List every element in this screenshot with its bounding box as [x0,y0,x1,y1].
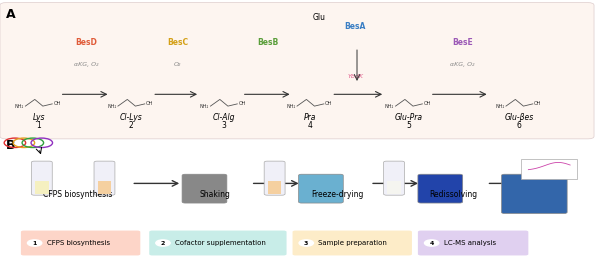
Bar [387,181,401,194]
Text: Sample preparation: Sample preparation [318,240,387,246]
FancyBboxPatch shape [182,174,227,203]
FancyBboxPatch shape [94,161,115,195]
Text: BesC: BesC [167,38,189,47]
Text: B: B [6,139,16,152]
Text: Redissolving: Redissolving [430,190,478,199]
Text: Pra: Pra [304,113,316,122]
Text: NH₂: NH₂ [496,103,504,109]
Text: YbdK: YbdK [347,74,363,79]
Text: 3: 3 [304,241,309,245]
Bar [267,181,282,194]
Text: BesD: BesD [76,38,97,47]
Text: NH₂: NH₂ [385,103,394,109]
Text: O₂: O₂ [174,62,181,67]
Text: CFPS biosynthesis: CFPS biosynthesis [47,240,110,246]
Text: BesA: BesA [344,23,366,31]
Text: 4: 4 [308,121,313,130]
Text: Glu-βes: Glu-βes [505,113,534,122]
Bar [97,181,111,194]
Circle shape [156,240,170,246]
Text: Cl-Alg: Cl-Alg [213,113,235,122]
Text: NH₂: NH₂ [107,103,116,109]
FancyBboxPatch shape [264,161,285,195]
Text: 5: 5 [407,121,411,130]
FancyBboxPatch shape [501,174,567,214]
Bar [35,181,49,194]
Text: αKG, O₂: αKG, O₂ [74,62,99,67]
Text: OH: OH [325,101,333,106]
Text: LC-MS analysis: LC-MS analysis [444,240,496,246]
FancyBboxPatch shape [418,231,528,255]
Text: 2: 2 [129,121,134,130]
Text: 6: 6 [517,121,522,130]
Text: NH₂: NH₂ [200,103,209,109]
Text: Cofactor supplementation: Cofactor supplementation [175,240,266,246]
Text: 1: 1 [32,241,37,245]
FancyBboxPatch shape [521,159,577,179]
Text: αKG, O₂: αKG, O₂ [450,62,475,67]
Text: BesB: BesB [257,38,278,47]
FancyBboxPatch shape [293,231,412,255]
Circle shape [27,240,42,246]
Text: 1: 1 [36,121,41,130]
Text: OH: OH [239,101,246,106]
FancyBboxPatch shape [384,161,405,195]
Text: OH: OH [424,101,431,106]
Text: Glu: Glu [313,13,326,22]
Text: Glu-Pra: Glu-Pra [395,113,423,122]
Text: Freeze-drying: Freeze-drying [311,190,364,199]
Text: 4: 4 [429,241,434,245]
Text: Cl-Lys: Cl-Lys [120,113,143,122]
FancyBboxPatch shape [21,231,140,255]
Text: A: A [6,8,16,21]
Text: Shaking: Shaking [199,190,230,199]
FancyBboxPatch shape [149,231,287,255]
Text: Lys: Lys [33,113,45,122]
Text: 3: 3 [221,121,226,130]
FancyBboxPatch shape [298,174,343,203]
FancyBboxPatch shape [0,3,594,139]
Text: NH₂: NH₂ [15,103,24,109]
FancyBboxPatch shape [32,161,53,195]
Text: OH: OH [54,101,61,106]
Circle shape [299,240,313,246]
FancyBboxPatch shape [418,174,463,203]
Text: OH: OH [534,101,541,106]
Text: 2: 2 [161,241,165,245]
Text: BesE: BesE [453,38,473,47]
Text: OH: OH [146,101,153,106]
Text: CFPS biosynthesis: CFPS biosynthesis [43,190,112,199]
Text: NH₂: NH₂ [287,103,296,109]
Circle shape [424,240,439,246]
